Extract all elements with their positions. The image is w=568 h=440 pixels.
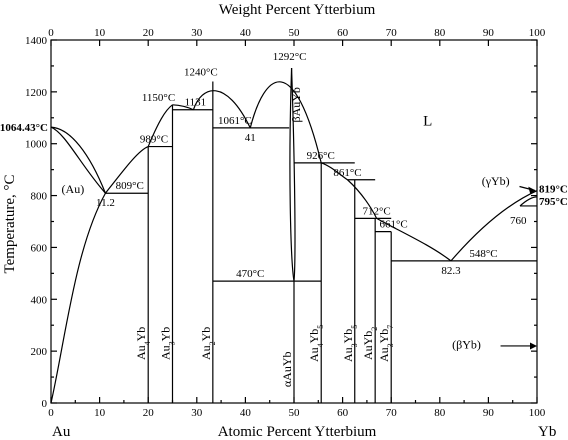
x-tick-label: 70: [386, 407, 398, 419]
top-tick-label: 20: [143, 27, 155, 39]
liquidus-au4yb: [104, 146, 149, 194]
y-tick-label: 1400: [25, 35, 48, 47]
temperature-label: 760: [510, 215, 527, 227]
x-tick-label: 30: [191, 407, 203, 419]
x-tick-label: 100: [529, 407, 546, 419]
top-tick-label: 100: [529, 27, 546, 39]
gamma-yb-boundary: [519, 196, 538, 207]
top-tick-label: 40: [240, 27, 252, 39]
compound-label: AuYb2: [361, 327, 379, 360]
top-tick-label: 0: [48, 27, 54, 39]
top-tick-label: 10: [94, 27, 106, 39]
beta-auyb-left: [289, 67, 295, 282]
compound-label: Au2Yb: [199, 327, 217, 360]
y-tick-label: 0: [42, 398, 48, 410]
right-temperature-label: 819°C: [539, 184, 568, 196]
x-tick-label: 10: [94, 407, 106, 419]
temperature-label: 661°C: [380, 219, 408, 231]
liquidus-au3yb: [147, 104, 173, 147]
x-tick-label: 90: [483, 407, 495, 419]
liquidus-au-side: [50, 126, 106, 194]
temperature-label: 1150°C: [142, 92, 175, 104]
temperature-label: 809°C: [116, 180, 144, 192]
temperature-label: 11.2: [96, 197, 115, 209]
y-tick-label: 800: [31, 191, 48, 203]
top-tick-label: 90: [483, 27, 495, 39]
liquidus-au3yb5: [347, 179, 378, 219]
temperature-label: 926°C: [307, 150, 335, 162]
compound-label: Au4Yb5: [307, 325, 325, 362]
solvus-au: [50, 192, 106, 404]
x-tick-label: 80: [434, 407, 446, 419]
liquidus-au2yb: [192, 90, 251, 129]
right-element-label: Yb: [538, 424, 556, 440]
top-tick-label: 80: [434, 27, 446, 39]
compound-label: Au3Yb: [159, 327, 177, 360]
x-tick-label: 60: [337, 407, 349, 419]
temperature-label: 1131: [185, 97, 207, 109]
left-element-label: Au: [52, 424, 71, 440]
x-tick-label: 40: [240, 407, 252, 419]
beta-auyb-right: [290, 67, 296, 282]
x-tick-label: 0: [48, 407, 54, 419]
x-tick-label: 50: [289, 407, 301, 419]
temperature-label: 1061°C: [218, 115, 252, 127]
liquidus-auyb2: [376, 217, 452, 262]
top-tick-label: 70: [386, 27, 398, 39]
compound-label: Au3Yb7: [377, 325, 395, 362]
liquidus-auyb: [249, 81, 322, 164]
beta-yb-label: (βYb): [452, 338, 481, 352]
liquidus-yb-side: [450, 190, 538, 262]
y-tick-label: 600: [31, 242, 48, 254]
temperature-label: 1064.43°C: [0, 122, 48, 134]
compound-label: Au3Yb5: [341, 325, 359, 362]
top-tick-label: 30: [191, 27, 203, 39]
temperature-label: 41: [245, 132, 256, 144]
temperature-label: 861°C: [333, 167, 361, 179]
solidus-au: [50, 126, 106, 194]
x-tick-label: 20: [143, 407, 155, 419]
plot-area: 0 10 20 30 40 50 60 70 80 90 1000 10 20 30 40 50 60 70 80 9…: [0, 27, 568, 419]
top-tick-label: 60: [337, 27, 349, 39]
right-temperature-label: 795°C: [539, 196, 568, 208]
gamma-yb-arrowhead: [528, 186, 537, 194]
y-axis-title: Temperature, °C: [2, 174, 18, 273]
temperature-label: 712°C: [362, 205, 390, 217]
temperature-label: 548°C: [469, 248, 497, 260]
liquidus-au4yb5: [321, 162, 348, 181]
beta-yb-arrowhead: [530, 342, 537, 350]
bottom-axis-title: Atomic Percent Ytterbium: [218, 424, 377, 440]
gamma-yb-label: (γYb): [482, 174, 510, 188]
liquid-phase-label: L: [423, 114, 432, 130]
temperature-label: 1240°C: [184, 66, 218, 78]
temperature-label: 470°C: [236, 268, 264, 280]
compound-label: αAuYb: [280, 351, 294, 387]
top-axis-title: Weight Percent Ytterbium: [219, 2, 376, 18]
y-tick-label: 1000: [25, 139, 48, 151]
temperature-label: 989°C: [140, 134, 168, 146]
y-tick-label: 400: [31, 294, 48, 306]
top-tick-label: 50: [289, 27, 301, 39]
beta-auyb-label: βAuYb: [289, 87, 303, 122]
temperature-label: 82.3: [441, 265, 461, 277]
au-solid-solution-label: (Au): [62, 182, 85, 196]
compound-label: Au4Yb: [134, 327, 152, 360]
y-tick-label: 1200: [25, 87, 48, 99]
y-tick-label: 200: [31, 346, 48, 358]
temperature-label: 1292°C: [273, 51, 307, 63]
